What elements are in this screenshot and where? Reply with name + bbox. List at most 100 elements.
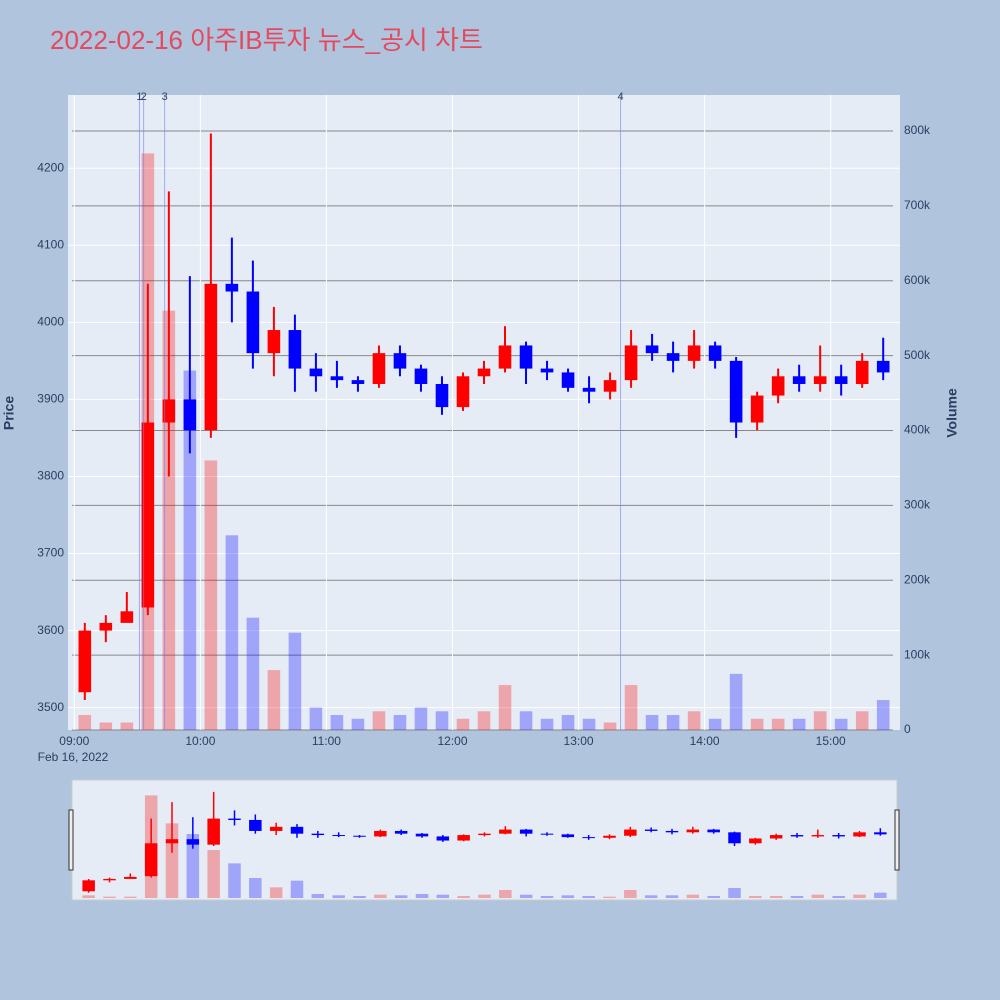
volume-bar: [414, 707, 428, 730]
y-tick-label: 4000: [37, 315, 64, 329]
range-handle[interactable]: [894, 809, 900, 871]
candle-body: [498, 345, 512, 369]
mini-volume-bar: [874, 892, 887, 898]
volume-bar: [813, 711, 827, 730]
candle-body: [519, 345, 533, 369]
mini-volume-bar: [332, 895, 345, 898]
annotation-label: 3: [162, 91, 168, 103]
volume-bar: [477, 711, 491, 730]
mini-candle-body: [311, 833, 325, 836]
candle-body: [141, 422, 155, 608]
mini-candle-body: [228, 818, 241, 820]
mini-volume-bar: [686, 894, 700, 898]
volume-bar: [729, 673, 743, 730]
mini-candle-body: [790, 835, 804, 837]
x-date-label: Feb 16, 2022: [38, 750, 109, 764]
candle-body: [309, 368, 323, 377]
mini-volume-bar: [269, 887, 283, 898]
volume-bar: [120, 722, 134, 730]
y2-tick-label: 500k: [904, 348, 931, 362]
x-tick-label: 15:00: [816, 734, 846, 748]
candle-body: [582, 387, 596, 392]
volume-bar: [78, 715, 92, 730]
mini-candle-body: [103, 878, 116, 881]
y-axis-title: Price: [1, 396, 17, 430]
y2-tick-label: 0: [904, 722, 911, 736]
mini-candle-body: [519, 829, 533, 834]
candle-body: [729, 360, 743, 423]
candle-body: [120, 611, 134, 623]
mini-volume-bar: [707, 896, 720, 898]
candle-body: [162, 399, 176, 423]
x-tick-label: 14:00: [690, 734, 720, 748]
volume-bar: [99, 722, 113, 730]
mini-candle-body: [561, 834, 575, 838]
volume-bar: [372, 711, 386, 730]
mini-volume-bar: [436, 894, 450, 898]
candle-body: [750, 395, 764, 423]
volume-bar: [498, 685, 512, 730]
mini-volume-bar: [790, 896, 804, 898]
mini-volume-bar: [769, 896, 783, 898]
mini-candle-body: [853, 832, 866, 837]
mini-candle-body: [165, 839, 179, 844]
mini-volume-bar: [749, 896, 762, 898]
candle-body: [813, 376, 827, 384]
mini-volume-bar: [186, 834, 200, 898]
candle-body: [456, 376, 470, 408]
candle-body: [267, 330, 281, 354]
x-tick-label: 13:00: [564, 734, 594, 748]
mini-volume-bar: [540, 896, 554, 898]
annotation-label: 1: [136, 91, 142, 103]
candle-body: [624, 345, 638, 381]
candle-body: [708, 345, 722, 361]
range-handle[interactable]: [68, 809, 74, 871]
mini-candle-body: [353, 835, 366, 837]
mini-candle-body: [332, 835, 345, 837]
mini-candle-body: [186, 839, 200, 845]
mini-candle-body: [207, 818, 220, 845]
mini-candle-body: [540, 833, 554, 835]
candle-body: [666, 353, 680, 361]
mini-candle-body: [499, 829, 512, 834]
candle-body: [414, 368, 428, 384]
mini-candle-body: [686, 829, 700, 833]
volume-bar: [393, 715, 407, 730]
candle-body: [330, 376, 344, 381]
y-tick-label: 4100: [37, 237, 64, 251]
y2-tick-label: 600k: [904, 273, 931, 287]
mini-volume-bar: [353, 896, 366, 898]
volume-bar: [288, 632, 302, 730]
x-tick-label: 10:00: [185, 734, 215, 748]
candle-body: [603, 380, 617, 392]
mini-volume-bar: [228, 863, 241, 898]
mini-candle-body: [478, 833, 491, 836]
volume-bar: [519, 711, 533, 730]
y2-tick-label: 100k: [904, 647, 931, 661]
volume-bar: [561, 715, 575, 730]
volume-bar: [876, 700, 890, 730]
candle-body: [351, 380, 365, 384]
mini-candle-body: [644, 829, 658, 831]
mini-volume-bar: [311, 894, 325, 898]
annotation-label: 2: [141, 91, 147, 103]
mini-volume-bar: [415, 894, 429, 898]
volume-bar: [855, 711, 869, 730]
volume-bar: [771, 718, 785, 730]
candle-body: [645, 345, 659, 354]
mini-volume-bar: [394, 895, 408, 898]
mini-candle-body: [707, 829, 720, 833]
mini-volume-bar: [665, 895, 679, 898]
mini-volume-bar: [478, 894, 491, 898]
mini-candle-body: [457, 835, 470, 841]
mini-candle-body: [82, 880, 95, 892]
mini-candle-body: [582, 837, 595, 839]
annotation-label: 4: [618, 91, 624, 103]
candle-body: [834, 376, 848, 384]
candle-body: [855, 360, 869, 384]
volume-bar: [582, 718, 596, 730]
mini-candle-body: [374, 830, 387, 837]
volume-bar: [708, 718, 722, 730]
candle-body: [204, 283, 218, 431]
volume-bar: [267, 670, 281, 730]
